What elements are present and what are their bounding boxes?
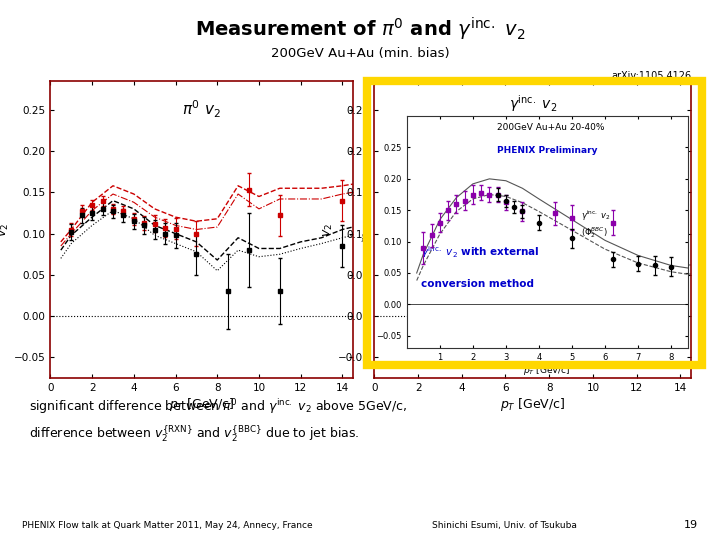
Text: 200GeV Au+Au (min. bias): 200GeV Au+Au (min. bias) <box>271 48 449 60</box>
Text: $\gamma^{\mathrm{inc.}}$ $v_2$ with external: $\gamma^{\mathrm{inc.}}$ $v_2$ with exte… <box>421 244 539 260</box>
Text: $\gamma^{\mathrm{inc.}}$ $v_2$: $\gamma^{\mathrm{inc.}}$ $v_2$ <box>508 93 557 114</box>
Text: difference between $v_2^{\{\mathrm{RXN}\}}$ and $v_2^{\{\mathrm{BBC}\}}$ due to : difference between $v_2^{\{\mathrm{RXN}\… <box>29 424 359 444</box>
X-axis label: $p_T$ [GeV/c]: $p_T$ [GeV/c] <box>523 363 571 376</box>
Text: conversion method: conversion method <box>421 279 534 289</box>
Text: arXiv:1105.4126: arXiv:1105.4126 <box>611 71 691 80</box>
Text: 19: 19 <box>684 520 698 530</box>
Text: Shinichi Esumi, Univ. of Tsukuba: Shinichi Esumi, Univ. of Tsukuba <box>432 521 577 530</box>
X-axis label: $p_T$ [GeV/c]: $p_T$ [GeV/c] <box>169 396 234 413</box>
X-axis label: $p_T$ [GeV/c]: $p_T$ [GeV/c] <box>500 396 565 413</box>
Y-axis label: $v_2$: $v_2$ <box>322 222 335 237</box>
Text: $\gamma^{\mathrm{inc.}}$ $v_2$
$(\Phi_2^{BBC})$: $\gamma^{\mathrm{inc.}}$ $v_2$ $(\Phi_2^… <box>581 209 611 240</box>
Y-axis label: $v_2$: $v_2$ <box>0 222 11 237</box>
Y-axis label: $\gamma^{\mathrm{inc.}}$ $v_2$: $\gamma^{\mathrm{inc.}}$ $v_2$ <box>361 217 375 247</box>
Text: $\pi^0$ $v_2$: $\pi^0$ $v_2$ <box>182 99 221 120</box>
Text: significant difference between $\pi^0$ and $\gamma^{\mathrm{inc.}}$ $v_2$ above : significant difference between $\pi^0$ a… <box>29 397 407 416</box>
Text: 200GeV Au+Au 20-40%: 200GeV Au+Au 20-40% <box>497 123 604 132</box>
Text: PHENIX Flow talk at Quark Matter 2011, May 24, Annecy, France: PHENIX Flow talk at Quark Matter 2011, M… <box>22 521 312 530</box>
Text: PHENIX Preliminary: PHENIX Preliminary <box>497 146 597 156</box>
Text: Measurement of $\pi^0$ and $\gamma^{\mathrm{inc.}}$ $v_2$: Measurement of $\pi^0$ and $\gamma^{\mat… <box>195 16 525 43</box>
